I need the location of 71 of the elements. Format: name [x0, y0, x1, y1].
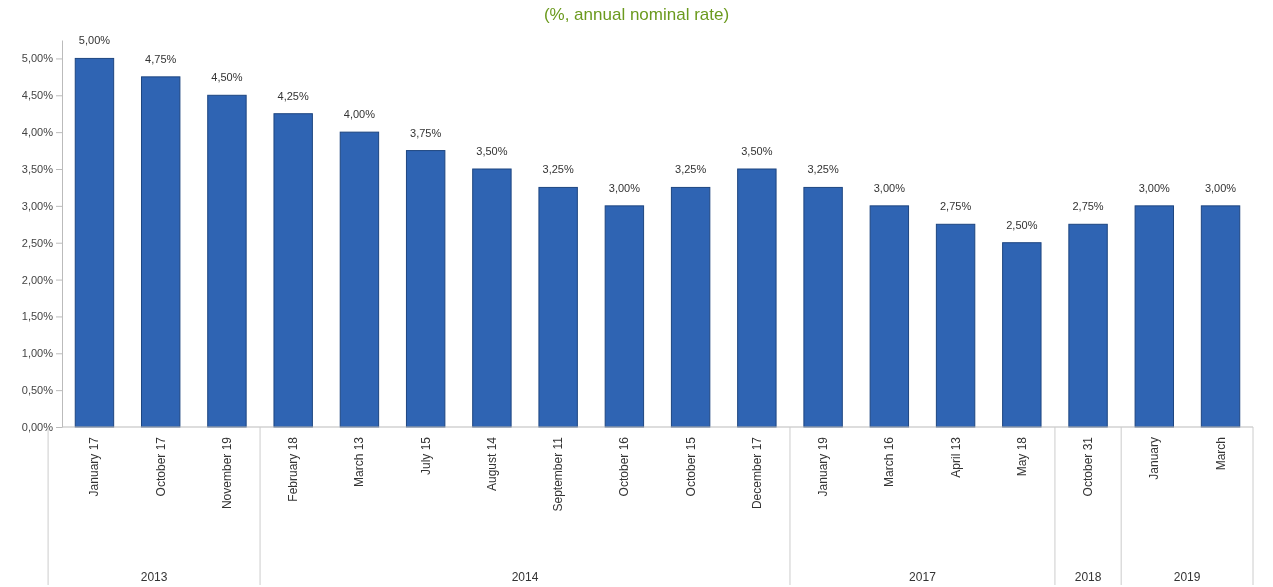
- y-tick-label: 3,50%: [21, 163, 54, 176]
- data-label: 4,00%: [343, 108, 376, 121]
- data-label: 4,25%: [277, 89, 309, 102]
- data-label: 2,50%: [1006, 218, 1038, 231]
- x-tick-label: October 15: [683, 436, 698, 497]
- text: 2013: [140, 570, 168, 584]
- x-tick-label: October 31: [1081, 436, 1096, 497]
- y-tick-label: 3,00%: [21, 199, 54, 212]
- bar: [140, 76, 181, 428]
- text: 2017: [909, 570, 937, 584]
- x-tick-label: November 19: [219, 436, 234, 510]
- data-label: 3,25%: [675, 163, 707, 176]
- data-label: 2,75%: [939, 200, 972, 213]
- bar: [273, 113, 313, 428]
- bar: [207, 94, 247, 428]
- bar: [737, 168, 777, 428]
- bar: [670, 186, 711, 428]
- chart-title: (%, annual nominal rate): [543, 5, 730, 24]
- data-label: 3,50%: [741, 145, 773, 157]
- data-label: 3,75%: [410, 126, 442, 139]
- data-label: 3,25%: [807, 163, 839, 176]
- bar: [405, 150, 446, 428]
- data-label: 3,00%: [1204, 181, 1237, 194]
- y-tick-label: 1,00%: [21, 347, 54, 360]
- x-tick-label: April 13: [948, 436, 963, 478]
- bar: [935, 223, 976, 428]
- data-label: 3,50%: [476, 145, 508, 157]
- x-tick-label: March 13: [352, 436, 367, 488]
- x-tick-label: February 18: [286, 436, 301, 502]
- x-tick-label: July 15: [418, 436, 433, 476]
- y-tick-label: 0,00%: [21, 421, 54, 434]
- data-label: 2,75%: [1072, 200, 1104, 213]
- x-tick-label: March: [1213, 437, 1228, 471]
- x-tick-label: December 17: [749, 436, 764, 510]
- x-tick-label: August 14: [484, 436, 499, 492]
- y-tick-label: 0,50%: [21, 384, 54, 397]
- x-tick-label: September 11: [551, 436, 566, 512]
- bar: [472, 168, 512, 428]
- bar: [1002, 242, 1042, 428]
- text: 2018: [1074, 570, 1102, 584]
- y-tick-label: 5,00%: [21, 52, 54, 65]
- bar: [803, 186, 843, 428]
- bar: [538, 186, 578, 428]
- y-tick-label: 1,50%: [21, 310, 54, 323]
- data-label: 3,00%: [1138, 181, 1171, 194]
- x-tick-label: March 16: [882, 436, 897, 488]
- x-tick-label: October 17: [153, 436, 168, 497]
- y-tick-label: 4,00%: [21, 126, 54, 139]
- bar: [339, 131, 380, 428]
- bar: [604, 205, 645, 428]
- bar: [1200, 205, 1241, 428]
- data-label: 4,75%: [145, 52, 177, 65]
- bar: [74, 57, 115, 428]
- bar: [869, 205, 910, 428]
- x-tick-label: January 17: [87, 436, 102, 497]
- data-label: 4,50%: [211, 71, 243, 84]
- data-label: 3,25%: [542, 163, 574, 176]
- x-tick-label: October 16: [617, 436, 632, 497]
- data-label: 3,00%: [608, 181, 641, 194]
- x-tick-label: January: [1147, 437, 1162, 480]
- x-tick-label: January 19: [816, 436, 831, 497]
- y-tick-label: 2,50%: [21, 236, 54, 249]
- y-tick-label: 4,50%: [21, 89, 54, 102]
- data-label: 5,00%: [78, 34, 111, 47]
- text: 2014: [511, 570, 539, 584]
- text: 2019: [1173, 570, 1201, 584]
- bar: [1134, 205, 1175, 428]
- bar: [1068, 223, 1108, 428]
- y-tick-label: 2,00%: [21, 273, 54, 286]
- x-tick-label: May 18: [1014, 436, 1029, 477]
- data-label: 3,00%: [873, 181, 906, 194]
